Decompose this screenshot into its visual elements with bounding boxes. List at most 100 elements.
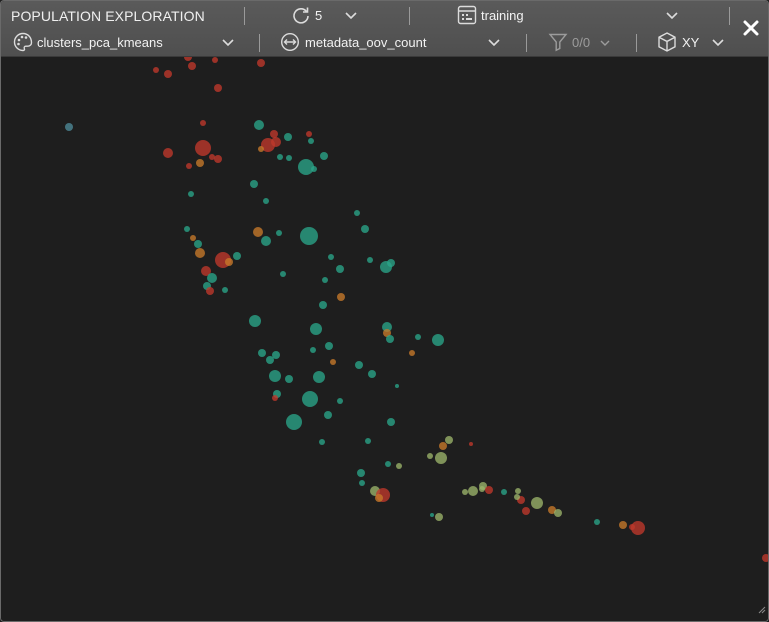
data-point[interactable] [233,252,241,260]
data-point[interactable] [207,273,217,283]
data-point[interactable] [284,133,292,141]
data-point[interactable] [184,53,192,61]
data-point[interactable] [359,480,365,486]
dataset-selector[interactable]: training [457,2,524,28]
data-point[interactable] [188,62,196,70]
data-point[interactable] [300,227,318,245]
data-point[interactable] [258,146,264,152]
view-mode-selector[interactable]: XY [656,29,699,55]
data-point[interactable] [322,277,328,283]
data-point[interactable] [361,225,369,233]
chevron-down-icon[interactable] [599,36,611,54]
close-icon[interactable] [742,19,760,37]
data-point[interactable] [286,414,302,430]
chevron-down-icon[interactable] [665,9,679,27]
resize-grip-icon[interactable] [758,601,766,619]
data-point[interactable] [319,439,325,445]
data-point[interactable] [201,266,211,276]
data-point[interactable] [298,159,314,175]
data-point[interactable] [439,442,447,450]
data-point[interactable] [302,391,318,407]
data-point[interactable] [427,453,433,459]
data-point[interactable] [308,138,314,144]
data-point[interactable] [522,507,530,515]
data-point[interactable] [435,452,447,464]
data-point[interactable] [209,154,215,160]
data-point[interactable] [531,497,543,509]
data-point[interactable] [479,486,485,492]
data-point[interactable] [469,442,473,446]
data-point[interactable] [445,436,453,444]
data-point[interactable] [286,155,292,161]
data-point[interactable] [188,191,194,197]
scatter-plot[interactable] [1,53,768,621]
data-point[interactable] [222,287,228,293]
data-point[interactable] [514,494,520,500]
data-point[interactable] [462,489,468,495]
data-point[interactable] [554,509,562,517]
data-point[interactable] [385,461,391,467]
data-point[interactable] [365,438,371,444]
data-point[interactable] [258,349,266,357]
data-point[interactable] [387,259,395,267]
data-point[interactable] [325,342,333,350]
data-point[interactable] [375,494,383,502]
data-point[interactable] [324,411,332,419]
data-point[interactable] [270,130,278,138]
data-point[interactable] [261,236,271,246]
data-point[interactable] [395,384,399,388]
data-point[interactable] [310,323,322,335]
data-point[interactable] [383,329,391,337]
data-point[interactable] [186,163,192,169]
data-point[interactable] [435,513,443,521]
data-point[interactable] [280,271,286,277]
data-point[interactable] [306,131,312,137]
data-point[interactable] [368,370,376,378]
data-point[interactable] [164,70,172,78]
data-point[interactable] [163,148,173,158]
data-point[interactable] [357,469,365,477]
data-point[interactable] [762,554,768,562]
data-point[interactable] [409,350,415,356]
refresh-icon[interactable] [291,5,311,25]
data-point[interactable] [276,230,282,236]
data-point[interactable] [214,84,222,92]
data-point[interactable] [269,370,281,382]
data-point[interactable] [257,59,265,67]
data-point[interactable] [320,152,328,160]
data-point[interactable] [336,265,344,273]
chevron-down-icon[interactable] [711,36,725,54]
scatter-plot-area[interactable] [1,53,768,621]
data-point[interactable] [485,486,493,494]
filter-selector[interactable]: 0/0 [548,29,590,55]
sample-count-selector[interactable]: 5 [291,2,322,28]
data-point[interactable] [277,154,283,160]
data-point[interactable] [195,140,211,156]
data-point[interactable] [515,488,521,494]
data-point[interactable] [355,361,363,369]
data-point[interactable] [387,418,395,426]
data-point[interactable] [225,258,233,266]
data-point[interactable] [254,120,264,130]
data-point[interactable] [272,395,278,401]
data-point[interactable] [386,335,394,343]
data-point[interactable] [313,371,325,383]
data-point[interactable] [253,227,263,237]
data-point[interactable] [190,235,196,241]
color-by-selector[interactable]: clusters_pca_kmeans [13,29,163,55]
data-point[interactable] [271,137,281,147]
data-point[interactable] [432,334,444,346]
data-point[interactable] [415,334,421,340]
data-point[interactable] [65,123,73,131]
data-point[interactable] [354,210,360,216]
data-point[interactable] [310,347,316,353]
data-point[interactable] [337,398,343,404]
data-point[interactable] [629,524,635,530]
data-point[interactable] [468,486,478,496]
data-point[interactable] [184,226,190,232]
data-point[interactable] [631,521,645,535]
data-point[interactable] [214,155,222,163]
data-point[interactable] [285,375,293,383]
data-point[interactable] [319,301,327,309]
data-point[interactable] [212,57,218,63]
